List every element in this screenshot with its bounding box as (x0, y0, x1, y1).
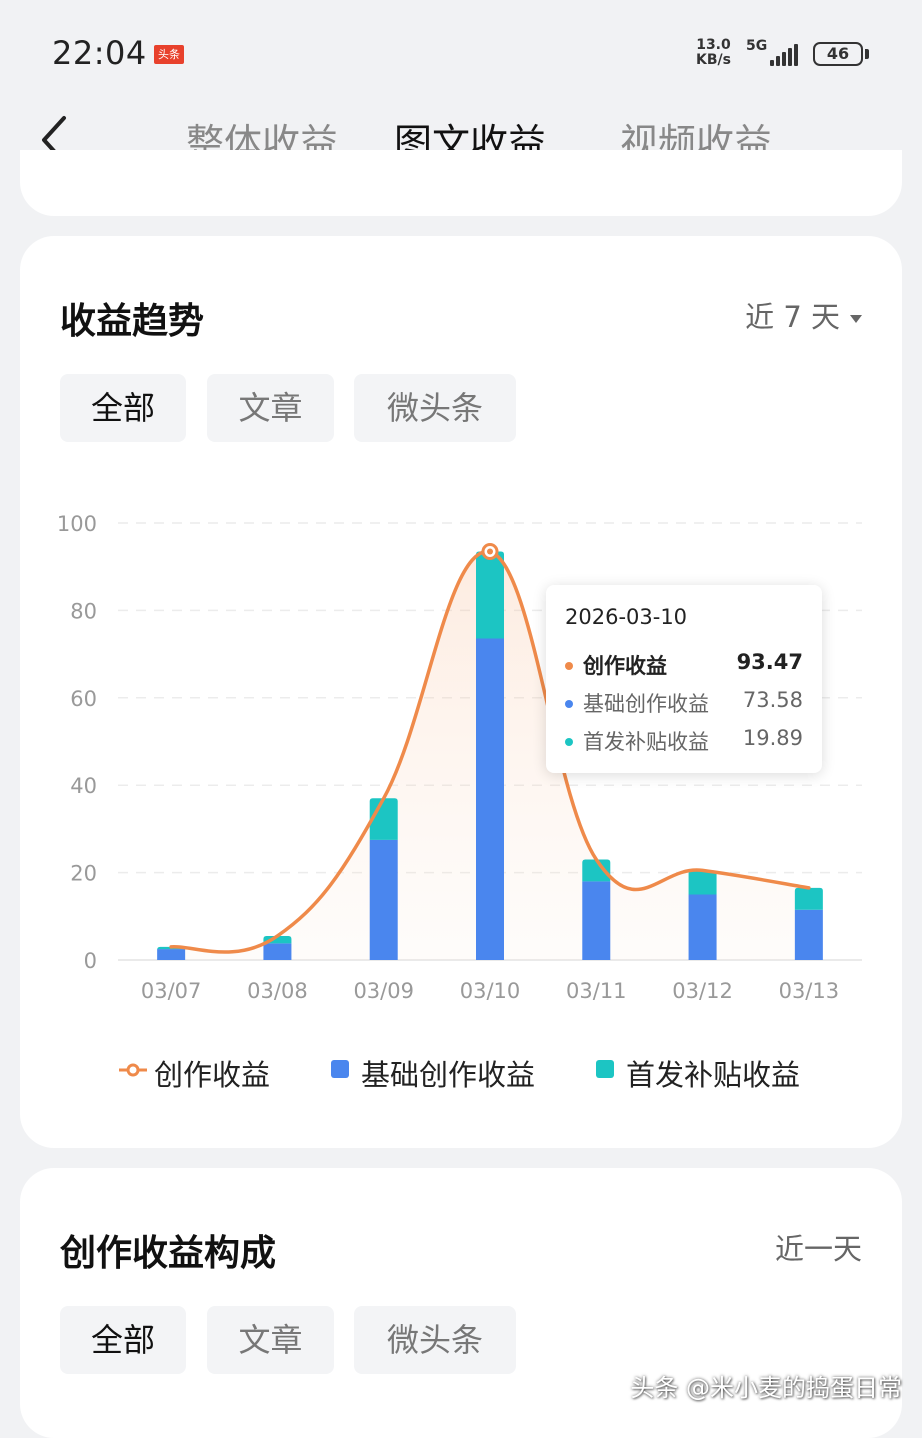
tooltip-value: 73.58 (742, 688, 803, 712)
tooltip-row-basic: 基础创作收益 73.58 (565, 688, 803, 718)
trend-filter-article[interactable]: 文章 (207, 374, 334, 442)
composition-filter-all[interactable]: 全部 (60, 1306, 186, 1374)
earnings-trend-chart[interactable]: 0 20 40 60 80 100 03/07 03/08 03/09 03/10 03/11 03/… (0, 0, 922, 1040)
y-tick-label: 40 (70, 774, 97, 798)
earnings-composition-title: 创作收益构成 (60, 1233, 277, 1274)
orange-dot-icon (565, 662, 573, 670)
bar-segment (794, 887, 823, 910)
x-tick-label: 03/11 (566, 979, 627, 1003)
tooltip-row-subsidy: 首发补贴收益 19.89 (565, 726, 803, 756)
x-tick-label: 03/07 (141, 979, 202, 1003)
bar-segment (263, 943, 292, 960)
legend-label: 首发补贴收益 (626, 1058, 801, 1092)
bar-segment (157, 949, 186, 960)
y-tick-label: 20 (70, 862, 97, 886)
watermark-text: 头条 @米小麦的捣蛋日常 (630, 1374, 902, 1402)
line-circle-icon (119, 1063, 147, 1077)
bar-segment (688, 870, 717, 895)
toutiao-notification-icon: 头条 (154, 45, 184, 64)
x-tick-label: 03/09 (353, 979, 414, 1003)
y-tick-label: 80 (70, 599, 97, 623)
network-speed: 13.0 KB/s (696, 38, 731, 68)
tooltip-label: 首发补贴收益 (583, 730, 709, 754)
teal-dot-icon (565, 738, 573, 746)
bar-segment (582, 881, 611, 960)
x-tick-label: 03/08 (247, 979, 308, 1003)
blue-square-icon (331, 1060, 349, 1078)
y-tick-label: 60 (70, 687, 97, 711)
teal-square-icon (596, 1060, 614, 1078)
previous-card-bottom (20, 150, 902, 216)
legend-label: 创作收益 (154, 1058, 271, 1092)
status-time: 22:04 (52, 34, 147, 72)
earnings-trend-title: 收益趋势 (60, 301, 205, 342)
composition-filter-micro-post[interactable]: 微头条 (354, 1306, 516, 1374)
tooltip-value: 93.47 (736, 650, 803, 674)
tooltip-row-total: 创作收益 93.47 (565, 650, 803, 680)
network-speed-value: 13.0 (696, 37, 731, 53)
tooltip-value: 19.89 (742, 726, 803, 750)
status-bar: 22:04 头条 13.0 KB/s 5G 46 (0, 0, 922, 100)
trend-filter-micro-post[interactable]: 微头条 (354, 374, 516, 442)
signal-icon (770, 44, 800, 66)
caret-down-icon (850, 315, 862, 323)
highlighted-point-center (487, 548, 493, 555)
bar-segment (582, 859, 611, 882)
trend-range-label: 近 7 天 (745, 300, 840, 334)
bar-segment (688, 894, 717, 960)
bar-segment (369, 839, 398, 960)
earnings-composition-card: 创作收益构成 近一天 全部 文章 微头条 (20, 1168, 902, 1438)
bar-segment (476, 551, 504, 639)
battery-tip (865, 49, 869, 59)
bar-segment (476, 638, 504, 960)
network-type: 5G (746, 38, 768, 54)
composition-filter-article[interactable]: 文章 (207, 1306, 334, 1374)
x-tick-label: 03/12 (672, 979, 733, 1003)
trend-range-select[interactable]: 近 7 天 (745, 294, 862, 336)
battery-icon: 46 (813, 42, 863, 66)
tooltip-label: 创作收益 (583, 654, 667, 678)
chart-tooltip: 2026-03-10 创作收益 93.47 基础创作收益 73.58 首发补贴收… (546, 585, 822, 773)
blue-dot-icon (565, 700, 573, 708)
x-tick-label: 03/13 (779, 979, 840, 1003)
y-tick-label: 0 (84, 949, 97, 973)
x-tick-label: 03/10 (460, 979, 521, 1003)
battery-level: 46 (826, 44, 850, 63)
bar-segment (794, 909, 823, 960)
tooltip-label: 基础创作收益 (583, 692, 709, 716)
trend-filter-all[interactable]: 全部 (60, 374, 186, 442)
legend-label: 基础创作收益 (361, 1058, 536, 1092)
composition-range-select[interactable]: 近一天 (774, 1232, 862, 1266)
y-tick-label: 100 (57, 512, 97, 536)
tooltip-date: 2026-03-10 (565, 605, 688, 629)
network-speed-unit: KB/s (696, 52, 731, 68)
